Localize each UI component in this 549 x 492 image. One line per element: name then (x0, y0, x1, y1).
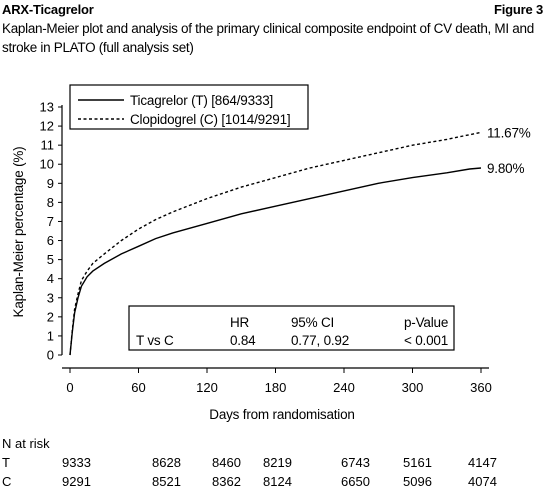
stats-ci-value: 0.77, 0.92 (291, 333, 349, 348)
stats-header-ci: 95% CI (291, 315, 334, 330)
at-risk-cell: 6650 (341, 474, 370, 489)
y-tick-label: 9 (47, 176, 54, 191)
at-risk-cell: 8124 (263, 474, 292, 489)
y-tick-label: 1 (47, 328, 54, 343)
at-risk-cell: 5096 (403, 474, 432, 489)
chart-curves (69, 131, 482, 356)
x-tick-label: 300 (402, 380, 424, 395)
figure-caption: Kaplan-Meier plot and analysis of the pr… (2, 21, 534, 55)
y-tick-label: 3 (47, 290, 54, 305)
at-risk-cell: 6743 (341, 455, 370, 470)
x-tick-label: 60 (131, 380, 145, 395)
series-line-ticagrelor (69, 167, 482, 356)
stats-table-box (128, 305, 455, 351)
end-label-clopidogrel: 11.67% (487, 125, 531, 140)
at-risk-cell: 8219 (263, 455, 292, 470)
at-risk-cell: 8460 (212, 455, 241, 470)
x-tick-label: 180 (265, 380, 287, 395)
at-risk-cell: 8521 (152, 474, 181, 489)
y-tick-label: 7 (47, 214, 54, 229)
x-tick-label: 360 (470, 380, 492, 395)
at-risk-cell: 9333 (62, 455, 91, 470)
y-tick-label: 11 (41, 138, 55, 153)
stats-header-hr: HR (230, 315, 250, 330)
at-risk-cell: 8628 (152, 455, 181, 470)
at-risk-title: N at risk (2, 436, 50, 451)
y-tick-label: 8 (47, 195, 54, 210)
at-risk-cell: 9291 (62, 474, 91, 489)
stats-hr-value: 0.84 (230, 333, 256, 348)
end-labels: 9.80% 11.67% (487, 125, 531, 176)
stats-header-pvalue: p-Value (404, 315, 448, 330)
y-tick-label: 13 (40, 100, 54, 115)
figure-number: Figure 3 (494, 2, 543, 17)
at-risk-cell: 8362 (212, 474, 241, 489)
stats-pvalue: < 0.001 (404, 333, 448, 348)
at-risk-cell: 4147 (468, 455, 497, 470)
drug-title: ARX-Ticagrelor (2, 2, 94, 17)
y-tick-label: 6 (47, 233, 54, 248)
legend-label-clopidogrel: Clopidogrel (C) [1014/9291] (130, 112, 290, 127)
legend-box (69, 84, 309, 130)
y-tick-label: 5 (47, 252, 54, 267)
at-risk-row-label: T (2, 455, 10, 470)
y-tick-label: 10 (40, 157, 54, 172)
y-tick-label: 12 (40, 119, 54, 134)
x-tick-label: 240 (333, 380, 355, 395)
x-tick-label: 0 (66, 380, 73, 395)
at-risk-cell: 4074 (468, 474, 497, 489)
series-line-clopidogrel (69, 131, 482, 356)
x-tick-label: 120 (196, 380, 218, 395)
stats-row-label: T vs C (136, 333, 174, 348)
at-risk-cell: 5161 (403, 455, 432, 470)
legend-label-ticagrelor: Ticagrelor (T) [864/9333] (130, 93, 273, 108)
y-axis-title: Kaplan-Meier percentage (%) (11, 147, 26, 318)
end-label-ticagrelor: 9.80% (487, 161, 524, 176)
y-tick-label: 0 (47, 348, 54, 363)
y-tick-label: 4 (47, 271, 54, 286)
x-axis-title: Days from randomisation (209, 407, 354, 422)
y-tick-label: 2 (47, 309, 54, 324)
at-risk-row-label: C (2, 474, 12, 489)
